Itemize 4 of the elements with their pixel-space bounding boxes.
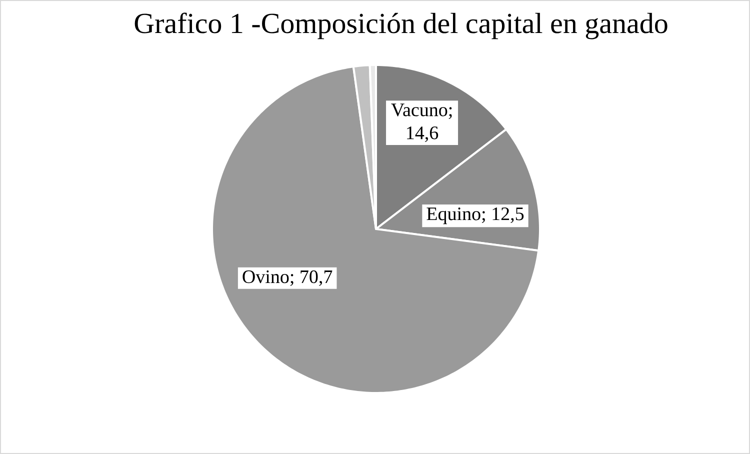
data-label: Vacuno; 14,6 [391,104,452,142]
data-label: Equino; 12,5 [426,207,524,224]
data-label: Ovino; 70,7 [242,270,332,286]
chart-title: Grafico 1 -Composición del capital en ganado [134,12,668,40]
